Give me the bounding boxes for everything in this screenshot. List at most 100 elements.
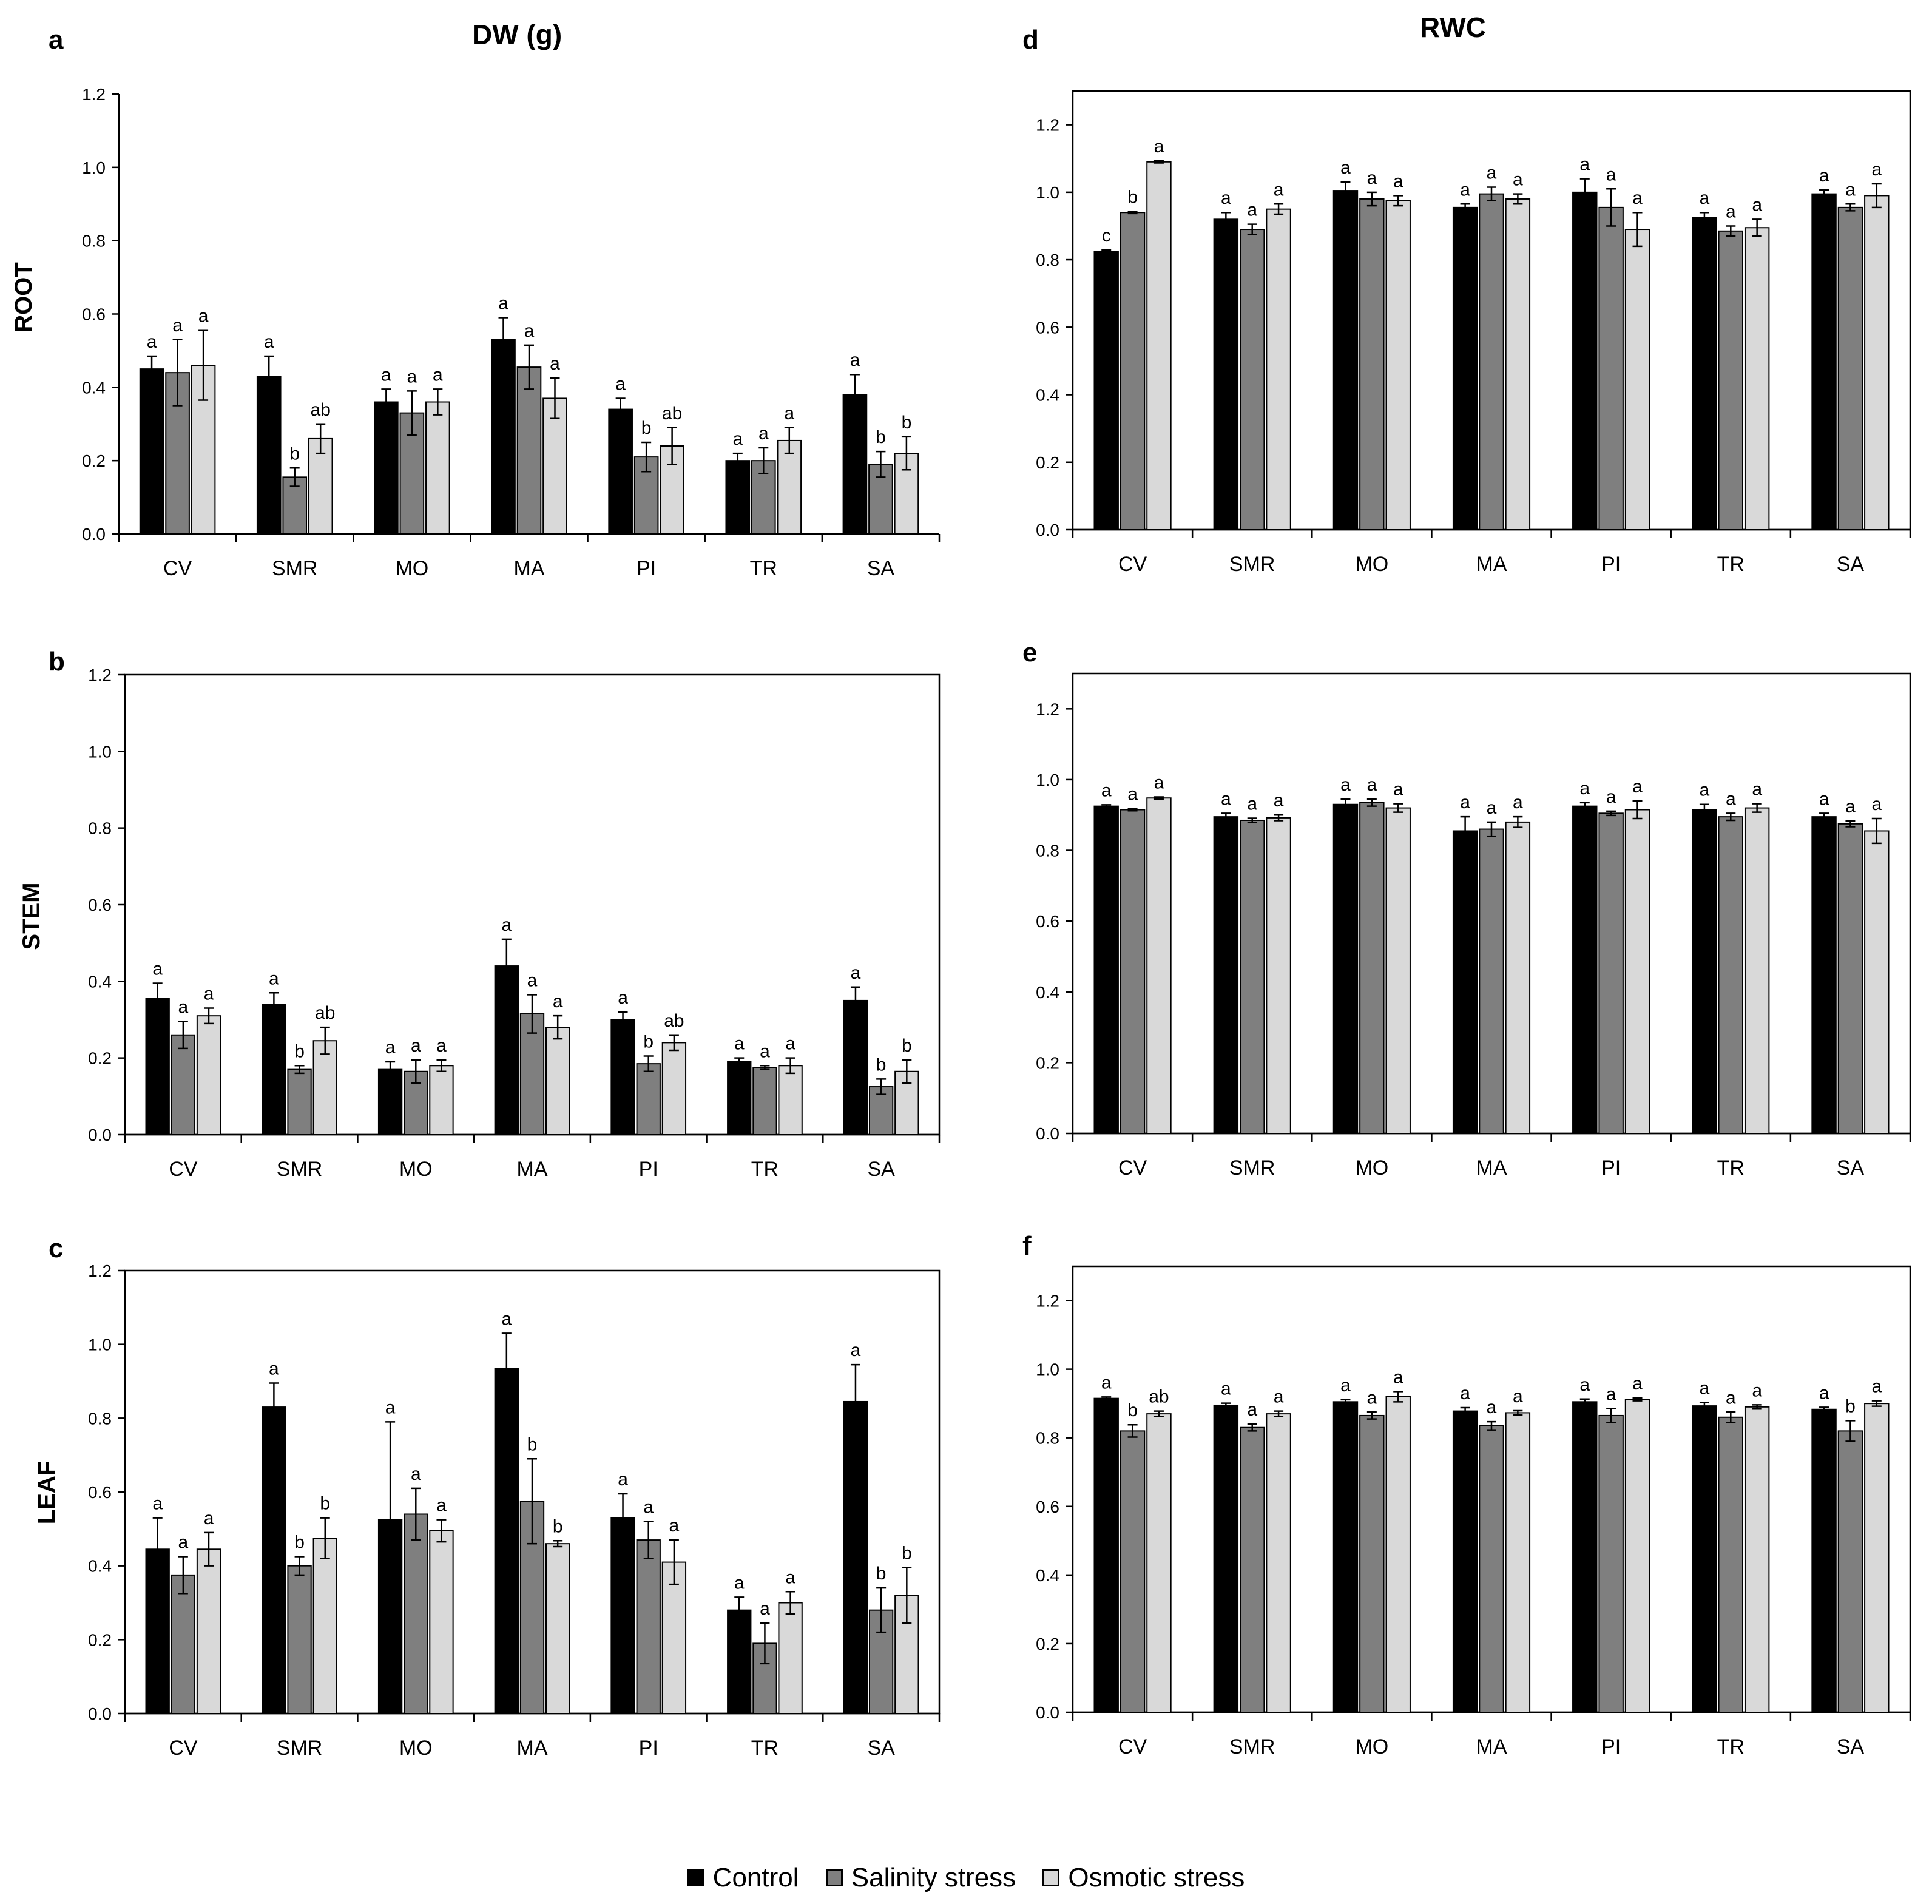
panel-c-y-tick-label: 0.0 (88, 1704, 112, 1723)
panel-e-x-tick-label: TR (1717, 1156, 1745, 1180)
panel-d-letter: d (1022, 25, 1039, 55)
panel-e-sig-letter: a (1340, 775, 1351, 795)
panel-b-x-tick-label: PI (639, 1158, 658, 1181)
panel-a-sig-letter: a (381, 365, 391, 385)
panel-a-y-tick-label: 0.0 (82, 525, 106, 544)
panel-f-bar (1146, 1413, 1172, 1713)
panel-f-bar (1837, 1430, 1863, 1713)
panel-e-bar (1452, 830, 1478, 1134)
panel-e-y-tick-label: 0.2 (1036, 1053, 1059, 1072)
panel-a-sig-letter: a (784, 403, 794, 424)
panel-c-sig-letter: a (734, 1573, 745, 1593)
panel-b-sig-letter: a (178, 998, 189, 1018)
panel-c-y-tick-label: 0.6 (88, 1483, 112, 1502)
panel-d-bar (1479, 193, 1504, 530)
panel-f-sig-letter: a (1579, 1375, 1590, 1395)
panel-b-bar (287, 1068, 312, 1136)
legend-swatch-control (687, 1869, 704, 1886)
panel-d-bar (1718, 230, 1744, 530)
column-title-rwc: RWC (1420, 12, 1487, 43)
panel-c-x-tick-label: MA (517, 1737, 548, 1760)
panel-b-sig-letter: ab (315, 1003, 335, 1023)
panel-a-bar (256, 376, 282, 535)
panel-f-sig-letter: a (1726, 1388, 1736, 1408)
panel-b-sig-letter: a (734, 1034, 745, 1054)
panel-a-y-tick-label: 0.2 (82, 451, 106, 470)
panel-b-bar (752, 1067, 777, 1136)
panel-d-sig-letter: a (1606, 164, 1616, 184)
panel-e-bar (1598, 812, 1624, 1135)
panel-f-y-tick-label: 0.2 (1036, 1635, 1059, 1653)
panel-c-bar (287, 1565, 312, 1715)
panel-a-bar (491, 339, 516, 535)
panel-f-x-tick-label: SA (1837, 1735, 1865, 1758)
panel-c-sig-letter: a (760, 1599, 770, 1619)
panel-e-bar (1359, 802, 1385, 1135)
panel-d-y-tick-label: 0.0 (1036, 521, 1059, 539)
panel-d-bar (1240, 229, 1265, 530)
panel-d-y-tick-label: 1.2 (1036, 116, 1059, 135)
panel-d-bar (1598, 206, 1624, 531)
panel-a-sig-letter: a (147, 332, 157, 352)
panel-e-sig-letter: a (1726, 789, 1736, 809)
panel-d-x-tick-label: PI (1601, 553, 1621, 576)
panel-d-bar (1811, 193, 1837, 530)
panel-b-x-tick-label: TR (751, 1158, 779, 1181)
panel-f-bar (1332, 1401, 1359, 1713)
legend-swatch-osmotic (1042, 1869, 1060, 1886)
panel-d-y-tick-label: 0.4 (1036, 386, 1059, 405)
panel-d-sig-letter: a (1700, 188, 1710, 208)
panel-b-bar (661, 1042, 687, 1136)
panel-a-y-tick-label: 0.8 (82, 232, 106, 251)
panel-c-sig-letter: b (876, 1564, 887, 1584)
panel-e-sig-letter: a (1871, 794, 1882, 814)
panel-d-x-tick-label: TR (1717, 553, 1745, 576)
panel-e-x-tick-label: CV (1118, 1156, 1147, 1180)
panel-d-bar (1505, 198, 1531, 530)
panel-d-bar (1452, 206, 1478, 531)
panel-d-sig-letter: a (1752, 195, 1762, 215)
panel-e-sig-letter: a (1513, 792, 1523, 812)
panel-c-y-tick-label: 0.2 (88, 1630, 112, 1649)
panel-f-sig-letter: a (1606, 1385, 1616, 1405)
panel-a-x-tick-label: SA (867, 557, 895, 580)
panel-b-sig-letter: a (785, 1034, 795, 1054)
panel-b-y-tick-label: 0.0 (88, 1126, 112, 1144)
panel-a-sig-letter: a (524, 321, 535, 341)
panel-a-y-tick-label: 1.0 (82, 158, 106, 177)
panel-c-sig-letter: a (269, 1359, 279, 1379)
panel-c-sig-letter: a (618, 1470, 628, 1490)
panel-b-sig-letter: b (294, 1041, 305, 1061)
panel-b-bar (843, 999, 868, 1135)
panel-e-bar (1213, 816, 1239, 1134)
panel-b-y-tick-label: 0.6 (88, 896, 112, 914)
panel-f-bar (1452, 1410, 1478, 1713)
panel-b-sig-letter: a (411, 1036, 421, 1056)
panel-c-bar (727, 1609, 752, 1715)
panel-b-bar (262, 1004, 286, 1135)
panel-b-sig-letter: b (902, 1036, 912, 1056)
panel-c-sig-letter: b (553, 1516, 563, 1536)
panel-c-x-tick-label: TR (751, 1737, 779, 1760)
panel-e-bar (1120, 809, 1146, 1134)
panel-b-sig-letter: a (269, 968, 279, 988)
panel-a-sig-letter: b (902, 413, 912, 433)
panel-c-bar (778, 1602, 803, 1714)
panel-c-sig-letter: b (320, 1494, 330, 1514)
panel-b-x-tick-label: MO (399, 1158, 433, 1181)
panel-b-x-tick-label: SMR (277, 1158, 323, 1181)
panel-b-x-tick-label: SA (867, 1158, 895, 1181)
panel-d-x-tick-label: CV (1118, 553, 1147, 576)
panel-b-y-tick-label: 0.4 (88, 972, 112, 991)
panel-d-sig-letter: a (1367, 168, 1377, 188)
panel-e-bar (1718, 816, 1744, 1134)
panel-e-sig-letter: a (1700, 780, 1710, 800)
panel-b-y-tick-label: 0.8 (88, 819, 112, 838)
panel-b-bar (636, 1063, 661, 1136)
panel-d-x-tick-label: MA (1476, 553, 1507, 576)
panel-a-bar (608, 408, 633, 535)
panel-d-sig-letter: a (1154, 137, 1164, 157)
legend-item-control: Control (687, 1863, 799, 1893)
panel-a-letter: a (49, 25, 64, 55)
panel-c-x-tick-label: SMR (277, 1737, 323, 1760)
